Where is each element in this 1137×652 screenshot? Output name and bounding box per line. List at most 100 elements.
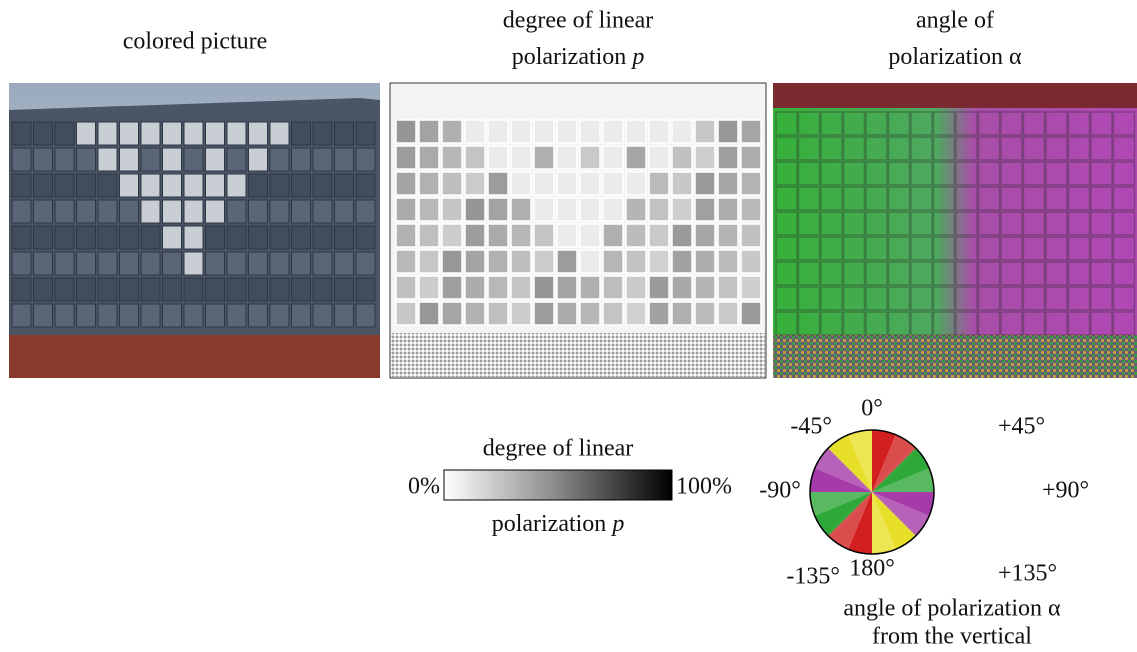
window bbox=[206, 278, 225, 301]
legend-caption: angle of polarization α bbox=[843, 596, 1061, 622]
window bbox=[557, 302, 577, 325]
angle-label: +90° bbox=[1042, 478, 1089, 504]
window bbox=[12, 226, 31, 249]
window bbox=[580, 172, 600, 195]
window bbox=[488, 146, 508, 169]
window bbox=[741, 120, 761, 143]
window bbox=[511, 146, 531, 169]
window bbox=[335, 174, 354, 197]
window bbox=[313, 304, 332, 327]
window bbox=[557, 120, 577, 143]
window bbox=[672, 172, 692, 195]
window bbox=[249, 252, 268, 275]
window bbox=[672, 198, 692, 221]
window bbox=[98, 148, 117, 171]
window bbox=[335, 252, 354, 275]
window bbox=[77, 278, 96, 301]
window bbox=[184, 252, 203, 275]
window bbox=[511, 276, 531, 299]
window bbox=[141, 226, 160, 249]
angle-label: 180° bbox=[849, 556, 895, 582]
window bbox=[141, 148, 160, 171]
window bbox=[580, 302, 600, 325]
window bbox=[626, 172, 646, 195]
window bbox=[141, 200, 160, 223]
window bbox=[396, 146, 416, 169]
window bbox=[141, 174, 160, 197]
window bbox=[77, 252, 96, 275]
window bbox=[227, 200, 246, 223]
window bbox=[465, 120, 485, 143]
window bbox=[672, 302, 692, 325]
window bbox=[695, 302, 715, 325]
panel-title: polarization α bbox=[888, 44, 1022, 70]
legend-caption: from the vertical bbox=[872, 624, 1032, 650]
window bbox=[292, 200, 311, 223]
window bbox=[249, 226, 268, 249]
window bbox=[649, 302, 669, 325]
window bbox=[396, 250, 416, 273]
window bbox=[511, 198, 531, 221]
window bbox=[184, 174, 203, 197]
window bbox=[120, 278, 139, 301]
window bbox=[249, 304, 268, 327]
window bbox=[163, 304, 182, 327]
gradient-bar bbox=[444, 470, 672, 500]
window bbox=[442, 224, 462, 247]
legend-min: 0% bbox=[408, 474, 440, 500]
window bbox=[55, 200, 74, 223]
window bbox=[292, 148, 311, 171]
window bbox=[626, 120, 646, 143]
window bbox=[580, 276, 600, 299]
window bbox=[396, 120, 416, 143]
window bbox=[534, 172, 554, 195]
window bbox=[718, 172, 738, 195]
window bbox=[120, 200, 139, 223]
window bbox=[184, 278, 203, 301]
window bbox=[34, 174, 53, 197]
window bbox=[511, 224, 531, 247]
window bbox=[98, 122, 117, 145]
window bbox=[741, 198, 761, 221]
window bbox=[649, 198, 669, 221]
window bbox=[163, 200, 182, 223]
angle-wheel bbox=[810, 430, 934, 554]
window bbox=[77, 174, 96, 197]
dop-image bbox=[390, 83, 766, 378]
panel-title: colored picture bbox=[123, 29, 268, 55]
window bbox=[603, 250, 623, 273]
window bbox=[695, 172, 715, 195]
window bbox=[270, 174, 289, 197]
window bbox=[488, 198, 508, 221]
window bbox=[695, 250, 715, 273]
window bbox=[206, 122, 225, 145]
window bbox=[34, 226, 53, 249]
window bbox=[270, 122, 289, 145]
window bbox=[77, 226, 96, 249]
window bbox=[511, 120, 531, 143]
window bbox=[488, 302, 508, 325]
window bbox=[580, 120, 600, 143]
window bbox=[227, 278, 246, 301]
window bbox=[163, 226, 182, 249]
window bbox=[718, 276, 738, 299]
window bbox=[534, 276, 554, 299]
window bbox=[442, 276, 462, 299]
window bbox=[356, 174, 375, 197]
window bbox=[672, 120, 692, 143]
window bbox=[313, 278, 332, 301]
window bbox=[12, 200, 31, 223]
window bbox=[98, 278, 117, 301]
window bbox=[335, 278, 354, 301]
window bbox=[557, 198, 577, 221]
window bbox=[741, 146, 761, 169]
window bbox=[12, 252, 31, 275]
window bbox=[741, 250, 761, 273]
window bbox=[511, 172, 531, 195]
window bbox=[534, 302, 554, 325]
title-text: polarization bbox=[888, 44, 1003, 70]
window bbox=[718, 302, 738, 325]
window bbox=[184, 148, 203, 171]
window bbox=[741, 172, 761, 195]
legend-text: polarization bbox=[492, 511, 607, 537]
